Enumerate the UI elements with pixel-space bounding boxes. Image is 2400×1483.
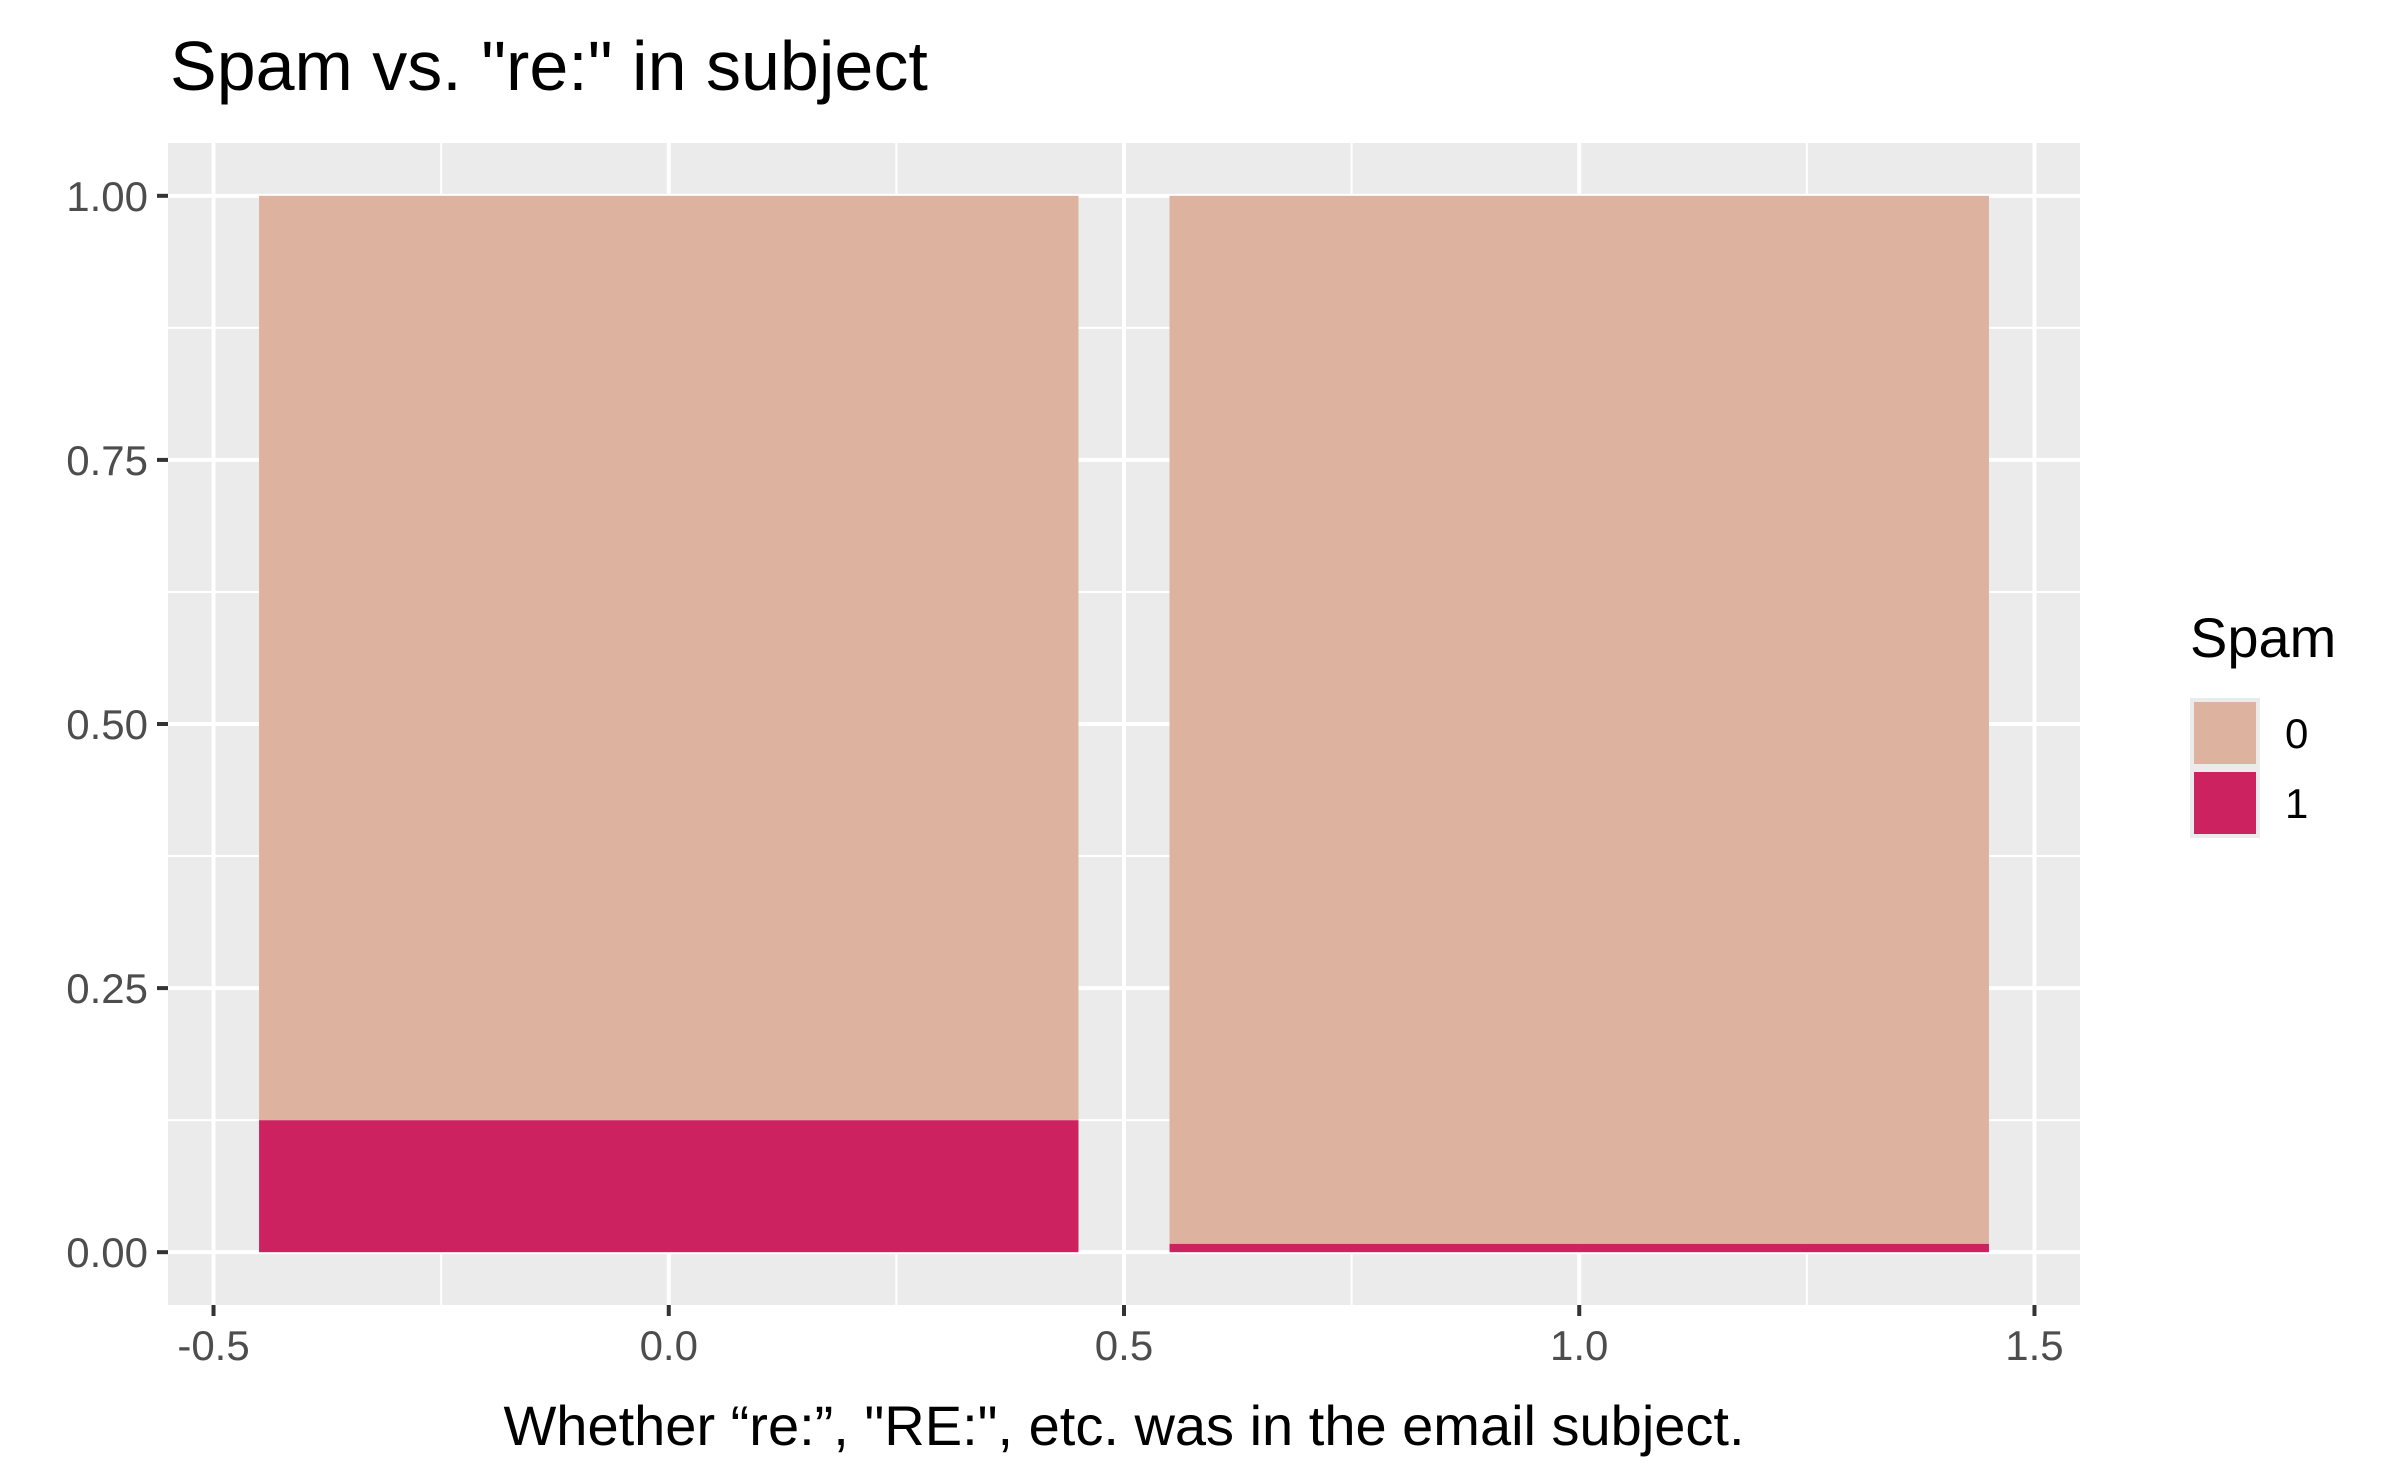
legend-title: Spam <box>2190 606 2336 669</box>
y-tick-label: 0.25 <box>66 965 148 1012</box>
y-tick-label: 0.00 <box>66 1229 148 1276</box>
legend-label-1: 1 <box>2285 780 2308 827</box>
y-tick-label: 1.00 <box>66 173 148 220</box>
bar-0-spam-1 <box>259 1120 1079 1253</box>
x-tick-label: 0.5 <box>1095 1322 1153 1369</box>
legend-items: 01 <box>2190 698 2308 838</box>
y-tick-label: 0.50 <box>66 701 148 748</box>
bars <box>259 195 1989 1253</box>
legend-swatch-1 <box>2194 772 2256 834</box>
legend-swatch-0 <box>2194 702 2256 764</box>
y-tick-label: 0.75 <box>66 437 148 484</box>
x-axis: -0.5 0.0 0.5 1.0 1.5 <box>177 1305 2064 1369</box>
y-axis: 0.00 0.25 0.50 0.75 1.00 <box>66 173 168 1276</box>
x-tick-label: 1.0 <box>1550 1322 1608 1369</box>
bar-1-spam-1 <box>1169 1243 1989 1253</box>
bar-0-spam-0 <box>259 195 1079 1121</box>
chart-title: Spam vs. "re:" in subject <box>170 27 928 105</box>
legend-label-0: 0 <box>2285 710 2308 757</box>
x-tick-label: 1.5 <box>2005 1322 2063 1369</box>
x-tick-label: 0.0 <box>640 1322 698 1369</box>
legend: Spam 01 <box>2190 606 2336 838</box>
bar-1-spam-0 <box>1169 195 1989 1244</box>
x-axis-title: Whether “re:”, "RE:", etc. was in the em… <box>503 1394 1744 1457</box>
x-tick-label: -0.5 <box>177 1322 249 1369</box>
